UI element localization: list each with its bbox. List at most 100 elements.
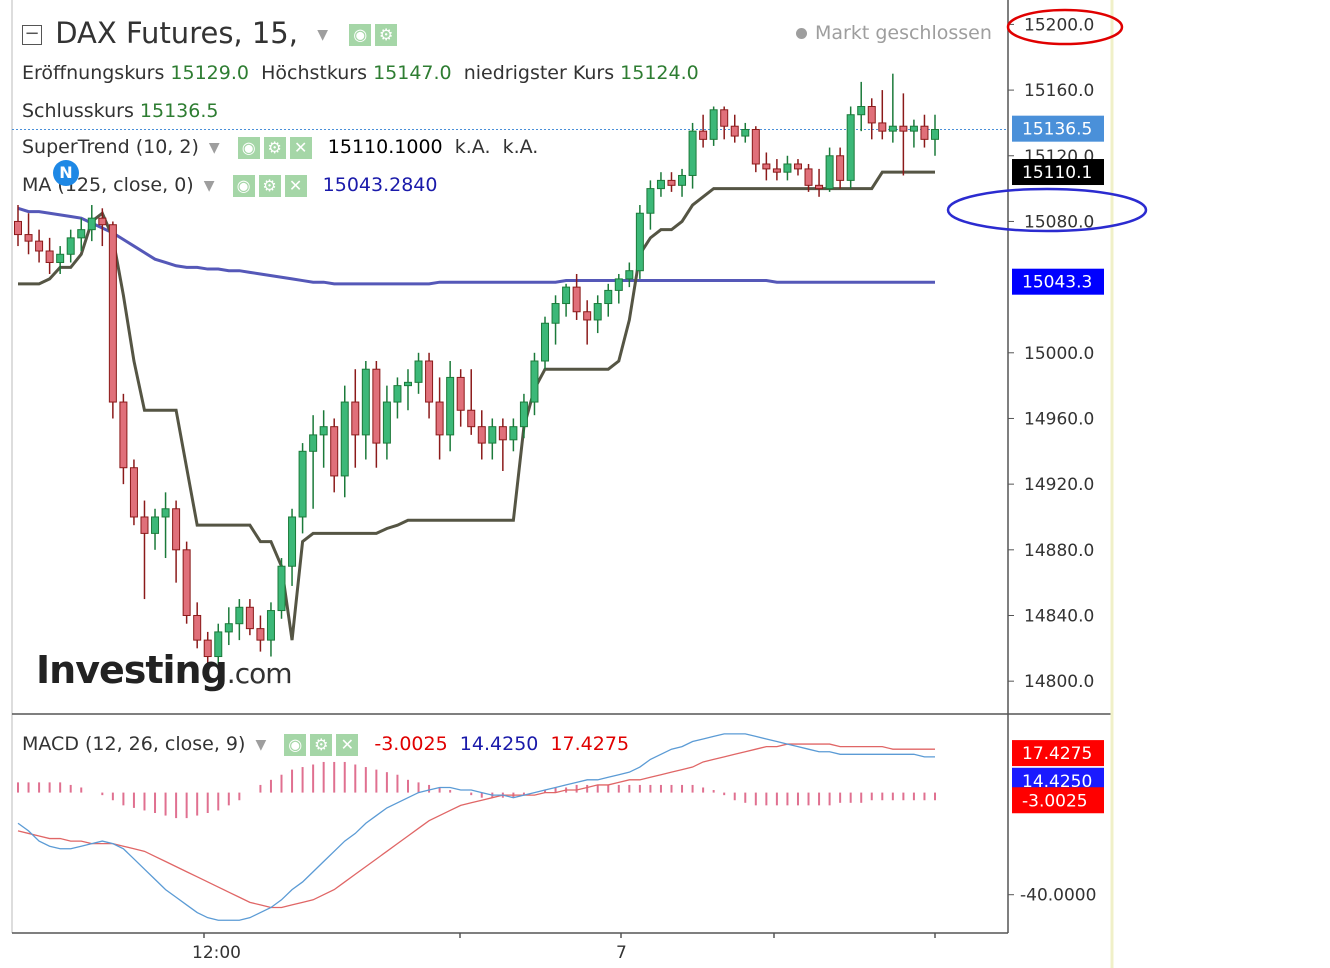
candle bbox=[235, 599, 244, 641]
candle bbox=[298, 443, 307, 534]
candle-body bbox=[403, 381, 412, 387]
candle bbox=[351, 369, 360, 468]
candle-body bbox=[203, 639, 212, 658]
supertrend-label: SuperTrend (10, 2) bbox=[22, 136, 199, 158]
price-tick-label: 14840.0 bbox=[1024, 606, 1094, 626]
candle bbox=[667, 172, 676, 192]
macd-tick-label: -40.0000 bbox=[1020, 886, 1096, 906]
candle bbox=[931, 114, 939, 156]
candle bbox=[825, 147, 834, 192]
candle bbox=[151, 508, 160, 550]
candle-body bbox=[836, 155, 845, 181]
supertrend-remove-icon[interactable]: ✕ bbox=[289, 136, 312, 159]
candle-body bbox=[793, 163, 802, 170]
candle bbox=[846, 106, 855, 189]
candle-body bbox=[846, 114, 855, 181]
candle-body bbox=[909, 125, 918, 132]
candle-body bbox=[656, 179, 665, 190]
candle-body bbox=[477, 426, 486, 444]
candle-body bbox=[772, 168, 781, 173]
macd-visibility-icon[interactable]: ◉ bbox=[284, 733, 307, 756]
hist-value-label: -3.0025 bbox=[1022, 791, 1088, 811]
candle bbox=[224, 607, 233, 646]
supertrend-legend[interactable]: SuperTrend (10, 2) ▼ ◉ ⚙ ✕ 15110.1000 k.A. … bbox=[22, 136, 538, 159]
candle-body bbox=[646, 188, 655, 214]
candle-body bbox=[867, 106, 876, 124]
macd-line-value: 14.4250 bbox=[459, 733, 539, 755]
ma-dropdown-icon[interactable]: ▼ bbox=[203, 177, 215, 194]
supertrend-value: 15110.1000 bbox=[327, 136, 443, 158]
candle bbox=[403, 369, 412, 411]
candle-body bbox=[151, 516, 160, 534]
symbol-dropdown-icon[interactable]: ▼ bbox=[317, 27, 328, 43]
candle-body bbox=[751, 128, 760, 165]
candle-body bbox=[519, 401, 528, 428]
supertrend-dropdown-icon[interactable]: ▼ bbox=[208, 139, 220, 156]
candle bbox=[277, 558, 286, 619]
macd-line bbox=[17, 733, 935, 921]
candle bbox=[129, 459, 138, 526]
ma-settings-icon[interactable]: ⚙ bbox=[258, 174, 281, 197]
ma-visibility-icon[interactable]: ◉ bbox=[232, 174, 255, 197]
candle bbox=[783, 155, 792, 181]
candle bbox=[24, 213, 33, 255]
candle bbox=[393, 377, 402, 419]
macd-legend[interactable]: MACD (12, 26, close, 9) ▼ ◉ ⚙ ✕ -3.0025 14.… bbox=[22, 733, 629, 756]
settings-icon[interactable]: ⚙ bbox=[375, 24, 398, 46]
supertrend-settings-icon[interactable]: ⚙ bbox=[263, 136, 286, 159]
macd-signal-value: 17.4275 bbox=[550, 733, 630, 755]
macd-dropdown-icon[interactable]: ▼ bbox=[255, 736, 267, 753]
candle bbox=[604, 283, 613, 317]
candle bbox=[77, 218, 86, 251]
candle bbox=[762, 152, 771, 181]
candle bbox=[530, 352, 539, 416]
candle-body bbox=[45, 250, 54, 263]
symbol-title: DAX Futures, 15, bbox=[55, 16, 298, 50]
candle bbox=[45, 237, 54, 274]
macd-remove-icon[interactable]: ✕ bbox=[336, 733, 359, 756]
visibility-icon[interactable]: ◉ bbox=[349, 24, 372, 46]
candle-body bbox=[604, 289, 613, 305]
candle-body bbox=[541, 322, 550, 362]
ma-remove-icon[interactable]: ✕ bbox=[284, 174, 307, 197]
candle bbox=[425, 352, 434, 419]
candle bbox=[467, 369, 476, 435]
macd-settings-icon[interactable]: ⚙ bbox=[310, 733, 333, 756]
news-badge[interactable]: N bbox=[53, 160, 79, 186]
price-tick-label: 14920.0 bbox=[1024, 475, 1094, 495]
ma-legend[interactable]: MA (125, close, 0) ▼ ◉ ⚙ ✕ 15043.2840 bbox=[22, 174, 437, 197]
candle-body bbox=[35, 240, 44, 252]
candle bbox=[804, 163, 813, 192]
candle-body bbox=[635, 212, 644, 272]
candle-body bbox=[245, 606, 254, 630]
ma-value: 15043.2840 bbox=[322, 174, 438, 196]
market-status: Markt geschlossen bbox=[796, 22, 992, 44]
candle bbox=[245, 599, 254, 636]
candle-body bbox=[562, 286, 571, 305]
chart-header: − DAX Futures, 15, ▼ ◉ ⚙ bbox=[22, 16, 401, 50]
candle-body bbox=[593, 303, 602, 321]
candle-body bbox=[446, 376, 455, 436]
candle bbox=[614, 273, 623, 304]
collapse-icon[interactable]: − bbox=[22, 25, 42, 45]
close-price-label: 15136.5 bbox=[1022, 120, 1092, 140]
candle bbox=[593, 295, 602, 334]
candle bbox=[688, 122, 697, 189]
candle bbox=[656, 172, 665, 197]
candle-body bbox=[340, 401, 349, 477]
candle bbox=[182, 541, 191, 624]
candle-body bbox=[24, 234, 33, 242]
candle bbox=[625, 262, 634, 288]
candle bbox=[456, 369, 465, 427]
hist-value-label-bg bbox=[1012, 787, 1104, 814]
time-tick-label: 7 bbox=[616, 943, 627, 963]
supertrend-visibility-icon[interactable]: ◉ bbox=[237, 136, 260, 159]
candle-body bbox=[351, 401, 360, 436]
candle-body bbox=[77, 229, 86, 239]
low-label: niedrigster Kurs bbox=[463, 62, 615, 84]
candle-body bbox=[129, 467, 138, 518]
candle-body bbox=[583, 311, 592, 321]
candle-body bbox=[435, 401, 444, 436]
candle-body bbox=[119, 401, 128, 469]
